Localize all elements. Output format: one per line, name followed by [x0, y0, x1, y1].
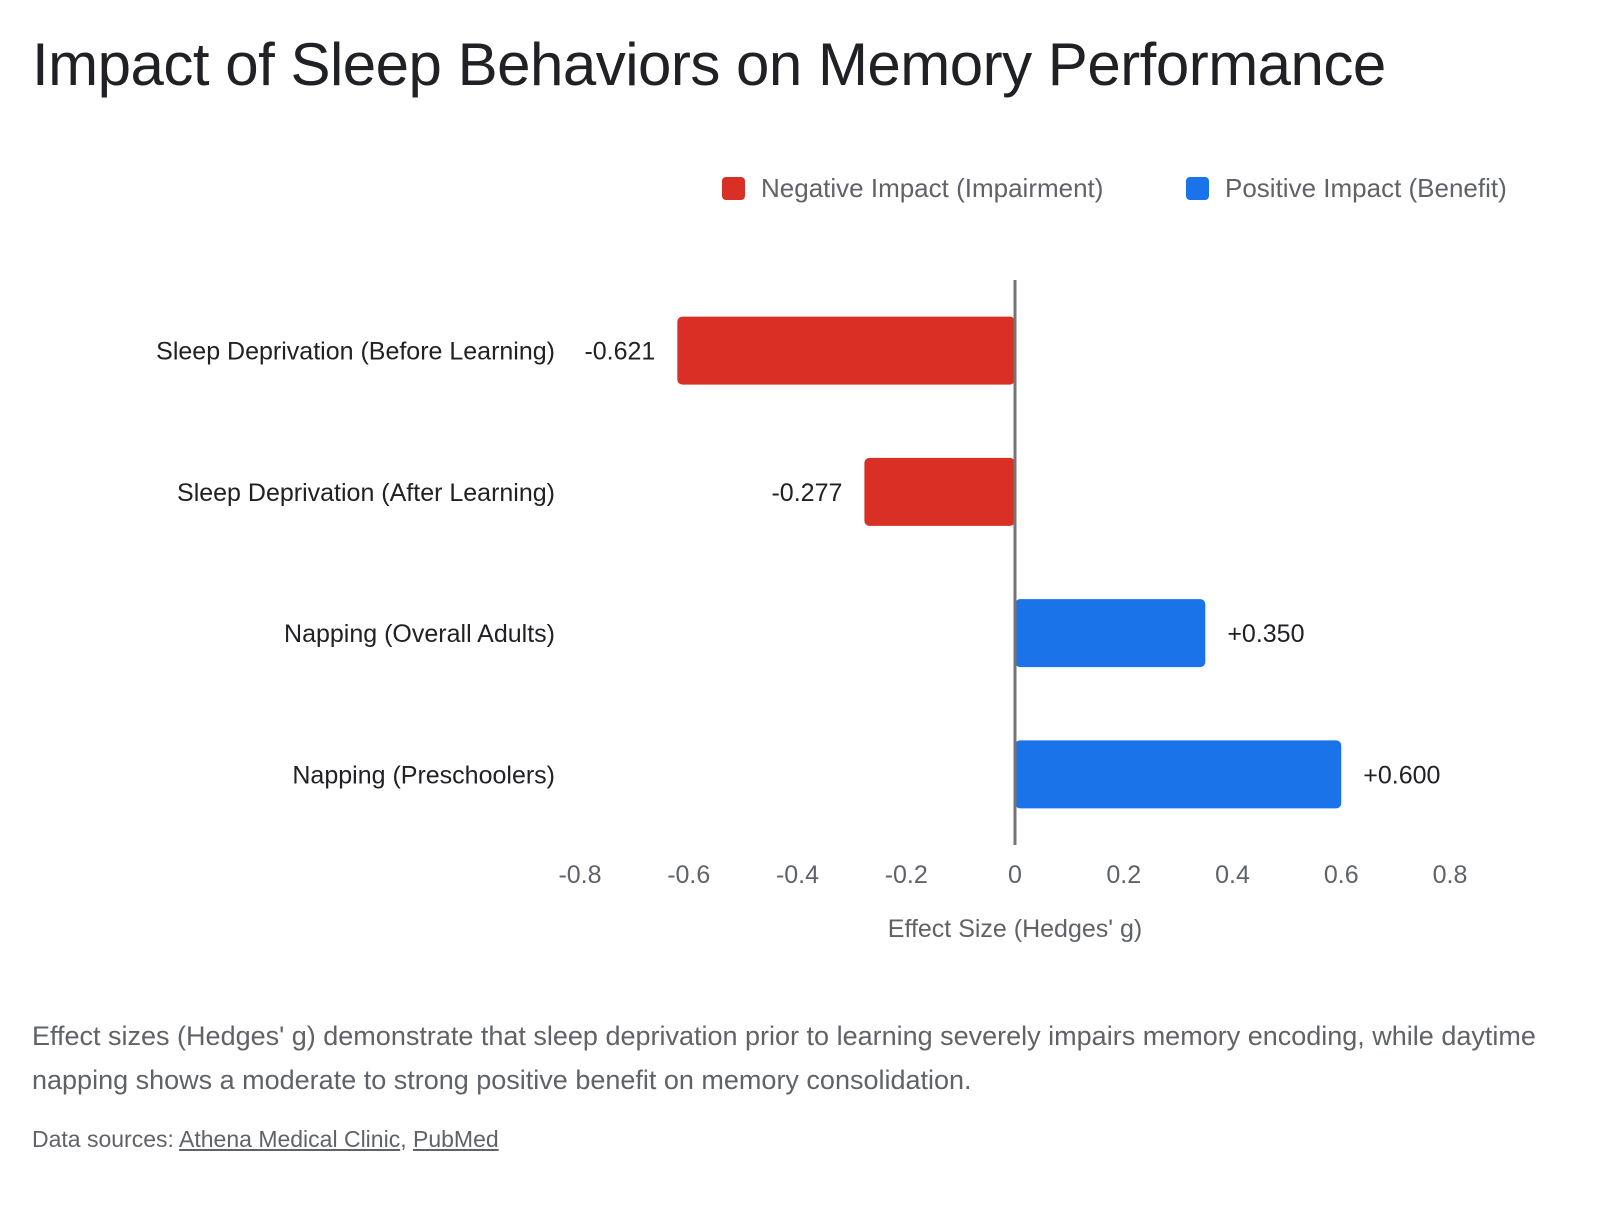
x-axis-title: Effect Size (Hedges' g) — [888, 915, 1142, 943]
value-label-4: +0.600 — [1363, 761, 1440, 789]
chart-area: Negative Impact (Impairment) Positive Imp… — [0, 140, 1600, 980]
category-label-4: Napping (Preschoolers) — [292, 761, 555, 789]
value-label-3: +0.350 — [1227, 620, 1304, 648]
legend-negative-swatch — [722, 177, 745, 200]
x-tick-label-8: 0.6 — [1324, 861, 1359, 889]
source-link-pubmed[interactable]: PubMed — [412, 1126, 499, 1152]
category-label-1: Sleep Deprivation (Before Learning) — [156, 338, 555, 366]
chart-title: Impact of Sleep Behaviors on Memory Perf… — [32, 31, 1386, 98]
value-label-2: -0.277 — [771, 479, 842, 507]
legend-positive-label: Positive Impact (Benefit) — [1225, 173, 1507, 203]
x-tick-label-7: 0.4 — [1215, 861, 1250, 889]
x-tick-label-1: -0.8 — [558, 861, 601, 889]
data-sources: Data sources: Athena Medical Clinic, Pub… — [32, 1126, 499, 1153]
bar-3 — [1015, 599, 1206, 668]
legend-negative-label: Negative Impact (Impairment) — [761, 173, 1103, 203]
legend-positive-swatch — [1186, 177, 1209, 200]
bar-chart: Negative Impact (Impairment) Positive Imp… — [156, 173, 1507, 943]
x-tick-label-6: 0.2 — [1106, 861, 1141, 889]
x-tick-label-3: -0.4 — [776, 861, 819, 889]
category-label-2: Sleep Deprivation (After Learning) — [177, 479, 555, 507]
x-tick-label-2: -0.6 — [667, 861, 710, 889]
value-label-1: -0.621 — [584, 338, 655, 366]
source-link-athena[interactable]: Athena Medical Clinic — [179, 1126, 401, 1152]
bar-4 — [1015, 740, 1342, 809]
bar-1 — [677, 316, 1015, 385]
data-sources-prefix: Data sources: — [32, 1126, 174, 1152]
x-tick-label-9: 0.8 — [1433, 861, 1468, 889]
bar-2 — [864, 457, 1015, 526]
source-separator: , — [400, 1126, 407, 1152]
x-tick-label-5: 0 — [1008, 861, 1022, 889]
x-tick-label-4: -0.2 — [885, 861, 928, 889]
chart-caption: Effect sizes (Hedges' g) demonstrate tha… — [32, 1021, 1536, 1095]
category-label-3: Napping (Overall Adults) — [284, 620, 555, 648]
